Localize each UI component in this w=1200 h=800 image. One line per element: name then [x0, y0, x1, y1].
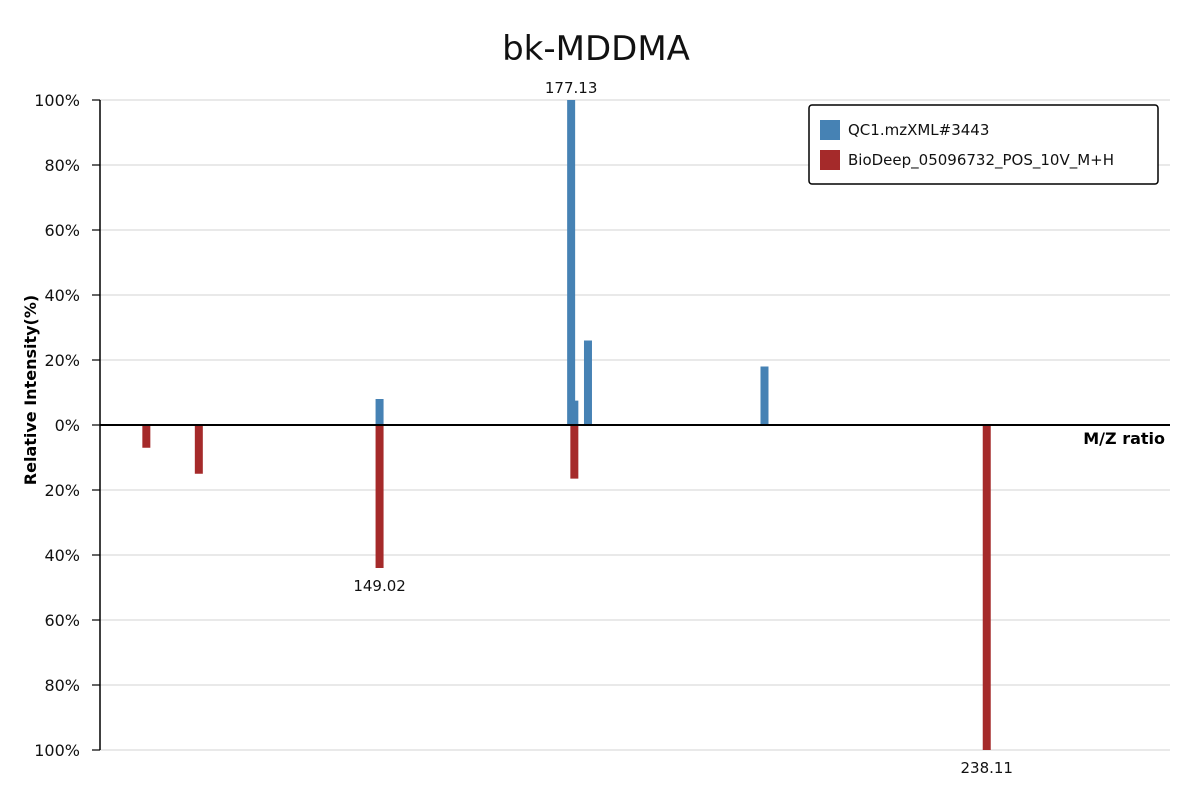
chart-title: bk-MDDMA	[502, 29, 690, 69]
legend-swatch-qc1	[820, 120, 840, 140]
legend-swatch-biodeep	[820, 150, 840, 170]
bar-biodeep-peak	[982, 425, 991, 750]
bar-qc1-peak	[570, 400, 579, 425]
y-tick-label: 20%	[44, 481, 80, 500]
bar-qc1-peak	[567, 100, 576, 425]
bars	[142, 100, 991, 750]
peak-label: 177.13	[545, 79, 598, 97]
y-axis-ticks: 100% 80% 60% 40% 20% 0% 20% 40% 60% 80% 100%	[34, 91, 100, 760]
peak-label: 149.02	[353, 577, 406, 595]
y-tick-label: 60%	[44, 611, 80, 630]
legend-box	[808, 104, 1159, 185]
y-tick-label: 40%	[44, 286, 80, 305]
legend-label-biodeep: BioDeep_05096732_POS_10V_M+H	[848, 151, 1114, 170]
y-tick-label: 100%	[34, 91, 80, 110]
bar-biodeep-peak	[194, 425, 203, 474]
y-tick-label: 100%	[34, 741, 80, 760]
y-axis-label: Relative Intensity(%)	[21, 295, 40, 485]
grid-lines	[100, 99, 1170, 751]
y-tick-label: 80%	[44, 156, 80, 175]
bar-qc1-peak	[375, 399, 384, 425]
y-tick-label: 40%	[44, 546, 80, 565]
bar-qc1-peak	[583, 340, 592, 425]
legend-label-qc1: QC1.mzXML#3443	[848, 121, 989, 139]
y-tick-label: 0%	[55, 416, 80, 435]
peak-label: 238.11	[960, 759, 1013, 777]
bar-qc1-peak	[760, 366, 769, 425]
x-axis-label: M/Z ratio	[1083, 429, 1165, 448]
y-tick-label: 80%	[44, 676, 80, 695]
bar-biodeep-peak	[375, 425, 384, 568]
y-tick-label: 60%	[44, 221, 80, 240]
bar-biodeep-peak	[142, 425, 151, 448]
peak-labels: 177.13 149.02 238.11	[353, 79, 1013, 777]
legend: QC1.mzXML#3443 BioDeep_05096732_POS_10V_…	[808, 104, 1159, 185]
bar-biodeep-peak	[570, 425, 579, 479]
y-tick-label: 20%	[44, 351, 80, 370]
